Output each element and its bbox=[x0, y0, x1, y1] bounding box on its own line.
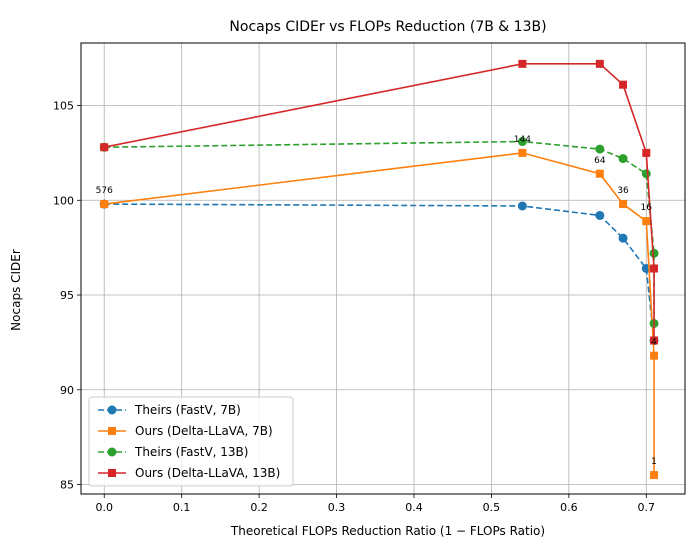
series-line bbox=[104, 140, 655, 324]
x-tick-label: 0.0 bbox=[95, 501, 113, 514]
point-annotation: 4 bbox=[651, 338, 657, 348]
legend-marker bbox=[108, 469, 116, 477]
data-point bbox=[642, 217, 651, 226]
legend-marker bbox=[107, 405, 117, 415]
y-tick-label: 100 bbox=[53, 194, 74, 207]
x-tick-label: 0.1 bbox=[173, 501, 191, 514]
data-point bbox=[517, 137, 527, 147]
y-tick-label: 95 bbox=[60, 289, 74, 302]
data-point bbox=[650, 336, 659, 345]
point-annotation: 144 bbox=[514, 135, 531, 145]
data-point bbox=[595, 144, 605, 154]
point-annotation: 64 bbox=[594, 156, 606, 166]
y-tick-label: 90 bbox=[60, 384, 74, 397]
legend-entry: Theirs (FastV, 13B) bbox=[134, 445, 248, 459]
data-point bbox=[650, 351, 659, 360]
legend: Theirs (FastV, 7B) Ours (Delta-LLaVA, 7B)… bbox=[88, 396, 294, 487]
y-tick-label: 85 bbox=[60, 479, 74, 492]
data-point bbox=[517, 201, 527, 211]
x-axis-ticks: 0.0 0.1 0.2 0.3 0.4 0.5 0.6 0.7 bbox=[95, 494, 655, 514]
series-line bbox=[104, 203, 655, 341]
y-axis-ticks: 85 90 95 100 105 bbox=[53, 100, 81, 492]
data-point bbox=[641, 169, 651, 179]
data-point bbox=[100, 143, 109, 152]
legend-entry: Ours (Delta-LLaVA, 13B) bbox=[135, 466, 280, 480]
series-1 bbox=[100, 148, 659, 480]
x-tick-label: 0.5 bbox=[483, 501, 501, 514]
y-axis-label: Nocaps CIDEr bbox=[9, 249, 23, 331]
point-annotation: 16 bbox=[641, 203, 653, 213]
data-point bbox=[618, 233, 628, 243]
series-0 bbox=[99, 199, 659, 346]
data-point bbox=[595, 59, 604, 68]
series-2 bbox=[99, 137, 659, 328]
x-tick-label: 0.2 bbox=[250, 501, 268, 514]
plot-frame bbox=[80, 42, 686, 495]
data-point bbox=[595, 169, 604, 178]
x-tick-label: 0.6 bbox=[560, 501, 578, 514]
data-point bbox=[518, 148, 527, 157]
x-tick-label: 0.4 bbox=[405, 501, 423, 514]
series-3 bbox=[100, 59, 659, 345]
data-point bbox=[649, 248, 659, 258]
legend-marker bbox=[107, 447, 117, 457]
data-point bbox=[619, 80, 628, 89]
x-axis-label: Theoretical FLOPs Reduction Ratio (1 − F… bbox=[230, 524, 545, 538]
x-tick-label: 0.7 bbox=[638, 501, 656, 514]
grid bbox=[81, 43, 685, 494]
data-point bbox=[518, 59, 527, 68]
data-point bbox=[618, 154, 628, 164]
x-tick-label: 0.3 bbox=[328, 501, 346, 514]
data-point bbox=[619, 200, 628, 209]
legend-entry: Ours (Delta-LLaVA, 7B) bbox=[135, 424, 273, 438]
data-point bbox=[650, 471, 659, 480]
series-layer bbox=[99, 59, 659, 480]
data-point bbox=[642, 148, 651, 157]
data-point bbox=[595, 210, 605, 220]
data-point bbox=[650, 264, 659, 273]
legend-marker bbox=[108, 427, 116, 435]
point-annotation: 1 bbox=[651, 457, 657, 467]
chart-title: Nocaps CIDEr vs FLOPs Reduction (7B & 13… bbox=[229, 19, 546, 35]
legend-entry: Theirs (FastV, 7B) bbox=[134, 403, 241, 417]
data-point bbox=[100, 200, 109, 209]
y-tick-label: 105 bbox=[53, 100, 74, 113]
annotation-layer: 576 144 64 36 16 4 1 bbox=[96, 135, 658, 467]
legend-box bbox=[88, 396, 294, 487]
point-annotation: 576 bbox=[96, 186, 113, 196]
point-annotation: 36 bbox=[617, 186, 629, 196]
